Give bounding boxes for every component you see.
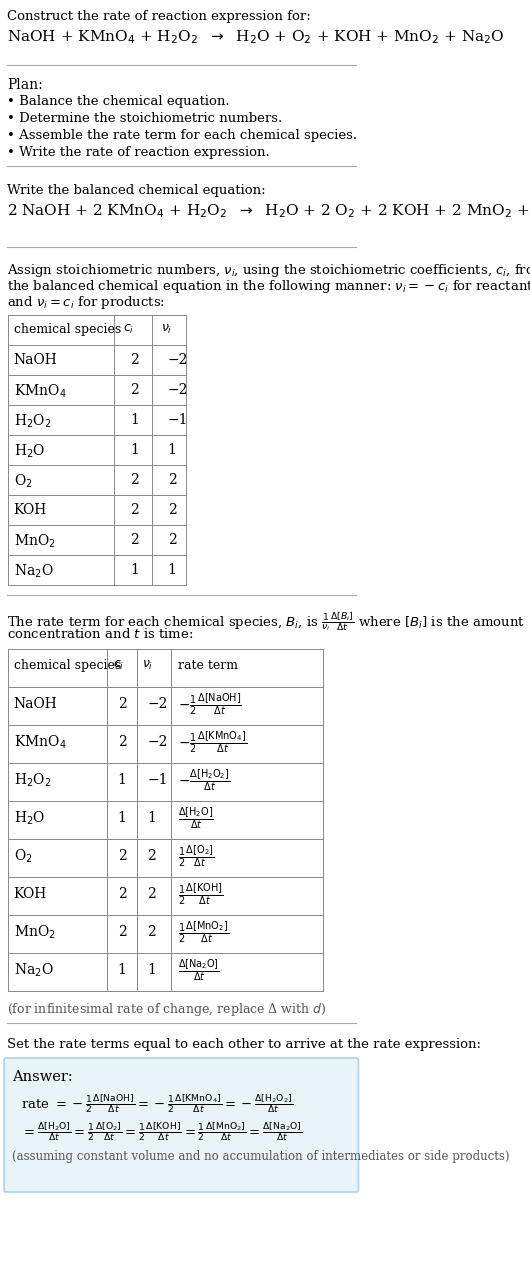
Text: 2: 2 — [130, 353, 139, 367]
Text: chemical species: chemical species — [14, 659, 121, 671]
Text: MnO$_2$: MnO$_2$ — [14, 924, 56, 940]
Text: 1: 1 — [147, 812, 156, 826]
Text: KOH: KOH — [14, 503, 47, 517]
Text: H$_2$O: H$_2$O — [14, 443, 45, 460]
Text: 1: 1 — [147, 963, 156, 977]
Text: 1: 1 — [130, 413, 139, 427]
Text: NaOH: NaOH — [14, 353, 57, 367]
Text: Set the rate terms equal to each other to arrive at the rate expression:: Set the rate terms equal to each other t… — [7, 1038, 481, 1051]
Text: $\frac{\Delta[\mathrm{Na_2O}]}{\Delta t}$: $\frac{\Delta[\mathrm{Na_2O}]}{\Delta t}… — [178, 957, 219, 984]
Text: 2: 2 — [167, 533, 176, 547]
Text: The rate term for each chemical species, $B_i$, is $\frac{1}{\nu_i}\frac{\Delta[: The rate term for each chemical species,… — [7, 610, 525, 633]
Text: NaOH + KMnO$_4$ + H$_2$O$_2$  $\rightarrow$  H$_2$O + O$_2$ + KOH + MnO$_2$ + Na: NaOH + KMnO$_4$ + H$_2$O$_2$ $\rightarro… — [7, 28, 505, 46]
Text: rate $= -\frac{1}{2}\frac{\Delta[\mathrm{NaOH}]}{\Delta t} = -\frac{1}{2}\frac{\: rate $= -\frac{1}{2}\frac{\Delta[\mathrm… — [21, 1092, 293, 1115]
Text: $-\frac{1}{2}\frac{\Delta[\mathrm{KMnO_4}]}{\Delta t}$: $-\frac{1}{2}\frac{\Delta[\mathrm{KMnO_4… — [178, 729, 247, 755]
Text: $c_i$: $c_i$ — [123, 324, 135, 336]
Text: H$_2$O$_2$: H$_2$O$_2$ — [14, 413, 51, 431]
Text: 2: 2 — [118, 925, 126, 939]
Text: −2: −2 — [147, 697, 167, 711]
Text: 2: 2 — [130, 533, 139, 547]
Text: KOH: KOH — [14, 887, 47, 901]
Text: 2: 2 — [130, 503, 139, 517]
Text: 1: 1 — [167, 563, 176, 577]
Text: 1: 1 — [118, 963, 127, 977]
Text: −2: −2 — [167, 353, 188, 367]
Text: • Assemble the rate term for each chemical species.: • Assemble the rate term for each chemic… — [7, 129, 357, 141]
Text: Construct the rate of reaction expression for:: Construct the rate of reaction expressio… — [7, 10, 311, 23]
Text: 1: 1 — [130, 443, 139, 457]
Text: Answer:: Answer: — [12, 1070, 73, 1084]
Text: $c_i$: $c_i$ — [113, 659, 124, 673]
Text: • Write the rate of reaction expression.: • Write the rate of reaction expression. — [7, 147, 270, 159]
Text: $-\frac{\Delta[\mathrm{H_2O_2}]}{\Delta t}$: $-\frac{\Delta[\mathrm{H_2O_2}]}{\Delta … — [178, 767, 230, 792]
Text: 2: 2 — [147, 925, 156, 939]
Text: and $\nu_i = c_i$ for products:: and $\nu_i = c_i$ for products: — [7, 294, 165, 311]
Text: 2: 2 — [118, 887, 126, 901]
Text: $\frac{\Delta[\mathrm{H_2O}]}{\Delta t}$: $\frac{\Delta[\mathrm{H_2O}]}{\Delta t}$ — [178, 805, 214, 831]
Text: −2: −2 — [147, 735, 167, 749]
Text: $\nu_i$: $\nu_i$ — [142, 659, 154, 673]
Text: Write the balanced chemical equation:: Write the balanced chemical equation: — [7, 183, 266, 197]
Text: O$_2$: O$_2$ — [14, 847, 32, 865]
Text: 2 NaOH + 2 KMnO$_4$ + H$_2$O$_2$  $\rightarrow$  H$_2$O + 2 O$_2$ + 2 KOH + 2 Mn: 2 NaOH + 2 KMnO$_4$ + H$_2$O$_2$ $\right… — [7, 203, 530, 219]
Text: 2: 2 — [118, 735, 126, 749]
Text: −2: −2 — [167, 383, 188, 397]
Text: 1: 1 — [118, 773, 127, 787]
Text: 2: 2 — [130, 383, 139, 397]
Text: the balanced chemical equation in the following manner: $\nu_i = -c_i$ for react: the balanced chemical equation in the fo… — [7, 278, 530, 296]
FancyBboxPatch shape — [4, 1057, 358, 1192]
Text: Na$_2$O: Na$_2$O — [14, 563, 54, 581]
Text: $\frac{1}{2}\frac{\Delta[\mathrm{O_2}]}{\Delta t}$: $\frac{1}{2}\frac{\Delta[\mathrm{O_2}]}{… — [178, 843, 214, 869]
Text: rate term: rate term — [178, 659, 238, 671]
Text: 2: 2 — [167, 473, 176, 487]
Text: −1: −1 — [167, 413, 188, 427]
Text: Plan:: Plan: — [7, 78, 42, 92]
Text: H$_2$O: H$_2$O — [14, 809, 45, 827]
Text: NaOH: NaOH — [14, 697, 57, 711]
Text: 1: 1 — [167, 443, 176, 457]
Text: • Determine the stoichiometric numbers.: • Determine the stoichiometric numbers. — [7, 112, 282, 125]
Text: Assign stoichiometric numbers, $\nu_i$, using the stoichiometric coefficients, $: Assign stoichiometric numbers, $\nu_i$, … — [7, 262, 530, 279]
Text: 2: 2 — [130, 473, 139, 487]
Text: (assuming constant volume and no accumulation of intermediates or side products): (assuming constant volume and no accumul… — [12, 1150, 510, 1163]
Text: 1: 1 — [130, 563, 139, 577]
Text: • Balance the chemical equation.: • Balance the chemical equation. — [7, 96, 229, 108]
Text: 2: 2 — [147, 887, 156, 901]
Text: 2: 2 — [167, 503, 176, 517]
Text: 2: 2 — [147, 848, 156, 862]
Text: $\frac{1}{2}\frac{\Delta[\mathrm{KOH}]}{\Delta t}$: $\frac{1}{2}\frac{\Delta[\mathrm{KOH}]}{… — [178, 882, 223, 907]
Text: 2: 2 — [118, 848, 126, 862]
Text: 1: 1 — [118, 812, 127, 826]
Text: $\frac{1}{2}\frac{\Delta[\mathrm{MnO_2}]}{\Delta t}$: $\frac{1}{2}\frac{\Delta[\mathrm{MnO_2}]… — [178, 920, 229, 945]
Text: concentration and $t$ is time:: concentration and $t$ is time: — [7, 627, 193, 641]
Text: (for infinitesimal rate of change, replace Δ with $d$): (for infinitesimal rate of change, repla… — [7, 1001, 326, 1018]
Text: KMnO$_4$: KMnO$_4$ — [14, 734, 66, 750]
Text: chemical species: chemical species — [14, 324, 121, 336]
Text: $= \frac{\Delta[\mathrm{H_2O}]}{\Delta t} = \frac{1}{2}\frac{\Delta[\mathrm{O_2}: $= \frac{\Delta[\mathrm{H_2O}]}{\Delta t… — [21, 1120, 302, 1143]
Text: 2: 2 — [118, 697, 126, 711]
Text: −1: −1 — [147, 773, 167, 787]
Text: H$_2$O$_2$: H$_2$O$_2$ — [14, 771, 51, 789]
Text: MnO$_2$: MnO$_2$ — [14, 533, 56, 550]
Text: $\nu_i$: $\nu_i$ — [161, 324, 172, 336]
Text: O$_2$: O$_2$ — [14, 473, 32, 490]
Text: $-\frac{1}{2}\frac{\Delta[\mathrm{NaOH}]}{\Delta t}$: $-\frac{1}{2}\frac{\Delta[\mathrm{NaOH}]… — [178, 692, 242, 717]
Text: KMnO$_4$: KMnO$_4$ — [14, 383, 66, 400]
Text: Na$_2$O: Na$_2$O — [14, 962, 54, 978]
